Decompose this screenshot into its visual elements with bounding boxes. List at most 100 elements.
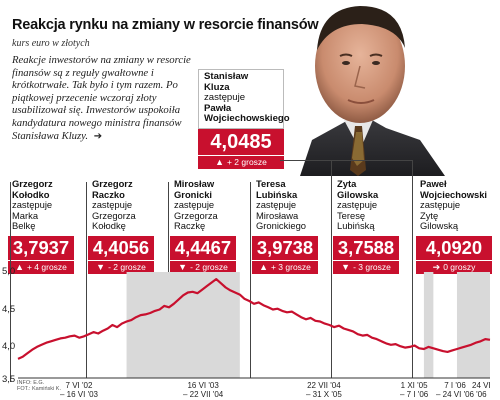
- card-prev1: Zytę: [420, 209, 439, 221]
- card-prev1: Teresę: [337, 209, 366, 221]
- card-replaces: zastępuje: [92, 199, 133, 211]
- euro-rate-line-chart: [17, 272, 491, 379]
- card-first-name: Grzegorz: [12, 178, 53, 189]
- card-last-name: Raczko: [92, 188, 125, 200]
- card-rate: 4,4467: [170, 235, 236, 261]
- connector-line: [280, 160, 413, 182]
- date-label-line1: 22 VII '04: [307, 381, 341, 390]
- featured-rate: 4,0485: [198, 128, 284, 156]
- y-tick-label: 4,5: [2, 304, 16, 315]
- card-prev2: Lubińską: [337, 220, 375, 232]
- featured-replaces: zastępuje: [204, 92, 246, 104]
- shaded-period: [423, 272, 434, 378]
- connector-line: [331, 182, 332, 378]
- card-change: ▼ - 3 grosze: [333, 260, 399, 274]
- page-title: Reakcja rynku na zmiany w resorcie finan…: [12, 17, 319, 33]
- lead-text: Reakcje inwestorów na zmiany w resorcie …: [12, 54, 191, 142]
- date-label-line1: 7 I '06: [444, 381, 466, 390]
- card-change: ▲ + 4 grosze: [8, 260, 74, 274]
- card-replaces: zastępuje: [174, 199, 215, 211]
- chart-subtitle: kurs euro w złotych: [12, 38, 90, 49]
- date-label-line2: – 31 X '05: [306, 390, 342, 399]
- minister-card: Paweł Wojciechowski zastępuje Zytę Gilow…: [416, 176, 492, 274]
- card-prev2: Gronickiego: [256, 220, 307, 232]
- card-change-text: + 4 grosze: [26, 261, 67, 272]
- y-tick-label: 3,5: [2, 374, 16, 385]
- arrow-up-icon: ▲: [259, 261, 268, 272]
- card-rate: 3,7937: [8, 235, 74, 261]
- arrow-down-icon: ▼: [96, 261, 106, 272]
- card-first-name: Zyta: [337, 178, 357, 189]
- card-change-text: - 3 grosze: [353, 261, 391, 272]
- card-replaces: zastępuje: [420, 199, 461, 211]
- featured-change-text: + 2 grosze: [226, 156, 267, 167]
- card-last-name: Kołodko: [12, 188, 50, 200]
- card-prev2: Belkę: [12, 220, 36, 232]
- minister-card: Teresa Lubińska zastępuje Mirosława Gron…: [252, 176, 318, 274]
- card-replaces: zastępuje: [12, 199, 53, 211]
- minister-card: Zyta Gilowska zastępuje Teresę Lubińską …: [333, 176, 399, 274]
- connector-line: [10, 182, 11, 382]
- card-prev2: Gilowską: [420, 220, 459, 232]
- card-change-text: + 3 grosze: [270, 261, 311, 272]
- arrow-down-icon: ▼: [341, 261, 351, 272]
- date-label-line2: '06: [476, 390, 487, 399]
- date-label-line1: 1 XI '05: [400, 381, 428, 390]
- minister-card: Grzegorz Raczko zastępuje Grzegorza Koło…: [88, 176, 154, 274]
- card-last-name: Gilowska: [337, 188, 379, 200]
- card-replaces: zastępuje: [256, 199, 297, 211]
- y-tick-label: 5,0: [2, 266, 16, 277]
- date-label-line1: 24 VI: [472, 381, 491, 390]
- card-change: ▼ - 2 grosze: [170, 260, 236, 274]
- lead-paragraph: Reakcje inwestorów na zmiany w resorcie …: [12, 54, 192, 143]
- card-change: ▲ + 3 grosze: [252, 260, 318, 274]
- date-label: 7 I '06– 24 VI '06: [436, 381, 474, 399]
- connector-line: [250, 182, 251, 378]
- featured-head: Stanisław Kluza zastępuje Pawła Wojciech…: [198, 69, 290, 129]
- date-label-line2: – 16 VI '03: [60, 390, 98, 399]
- date-label-line2: – 24 VI '06: [436, 390, 474, 399]
- minister-card: Mirosław Gronicki zastępuje Grzegorza Ra…: [170, 176, 236, 274]
- card-prev1: Marka: [12, 209, 39, 221]
- arrow-right-icon: ➔: [93, 130, 103, 142]
- date-label-line1: 16 VI '03: [187, 381, 219, 390]
- card-rate: 3,9738: [252, 235, 318, 261]
- date-label: 7 VI '02– 16 VI '03: [60, 381, 98, 399]
- card-prev2: Raczkę: [174, 220, 206, 232]
- euro-rate-series-line: [17, 278, 491, 360]
- featured-prev-line2: Wojciechowskiego: [204, 113, 290, 125]
- card-rate: 4,0920: [416, 235, 492, 261]
- source-line2: FOT.: Kamiński K.: [17, 386, 62, 392]
- card-prev1: Mirosława: [256, 209, 299, 221]
- date-label-line1: 7 VI '02: [65, 381, 93, 390]
- card-change: ▼ - 2 grosze: [88, 260, 154, 274]
- date-label: 1 XI '05– 7 I '06: [400, 381, 428, 399]
- featured-prev-line1: Pawła: [204, 102, 232, 114]
- date-label: 24 VI '06: [472, 381, 491, 399]
- date-label-line2: – 22 VII '04: [183, 390, 224, 399]
- arrow-up-icon: ▲: [15, 261, 24, 272]
- source-credit: INFO: E.G. FOT.: Kamiński K.: [17, 380, 61, 392]
- card-rate: 3,7588: [333, 235, 399, 261]
- card-first-name: Teresa: [256, 178, 286, 189]
- card-prev2: Kołodkę: [92, 220, 126, 232]
- minister-card: Grzegorz Kołodko zastępuje Marka Belkę 3…: [8, 176, 74, 274]
- card-last-name: Lubińska: [256, 188, 298, 200]
- featured-change: ▲ + 2 grosze: [198, 155, 284, 169]
- card-prev1: Grzegorza: [174, 209, 218, 221]
- card-first-name: Mirosław: [174, 178, 215, 189]
- arrow-up-icon: ▲: [215, 156, 224, 167]
- card-change-text: - 2 grosze: [108, 261, 146, 272]
- card-change-text: - 2 grosze: [190, 261, 228, 272]
- shaded-period: [126, 272, 240, 378]
- arrow-down-icon: ▼: [178, 261, 188, 272]
- connector-line: [86, 182, 87, 378]
- y-tick-label: 4,0: [2, 341, 16, 352]
- card-change: ➔ 0 groszy: [416, 260, 492, 274]
- card-prev1: Grzegorza: [92, 209, 136, 221]
- card-change-text: 0 groszy: [443, 261, 476, 272]
- card-rate: 4,4056: [88, 235, 154, 261]
- date-label-line2: – 7 I '06: [400, 390, 429, 399]
- card-first-name: Paweł: [420, 178, 447, 189]
- card-replaces: zastępuje: [337, 199, 378, 211]
